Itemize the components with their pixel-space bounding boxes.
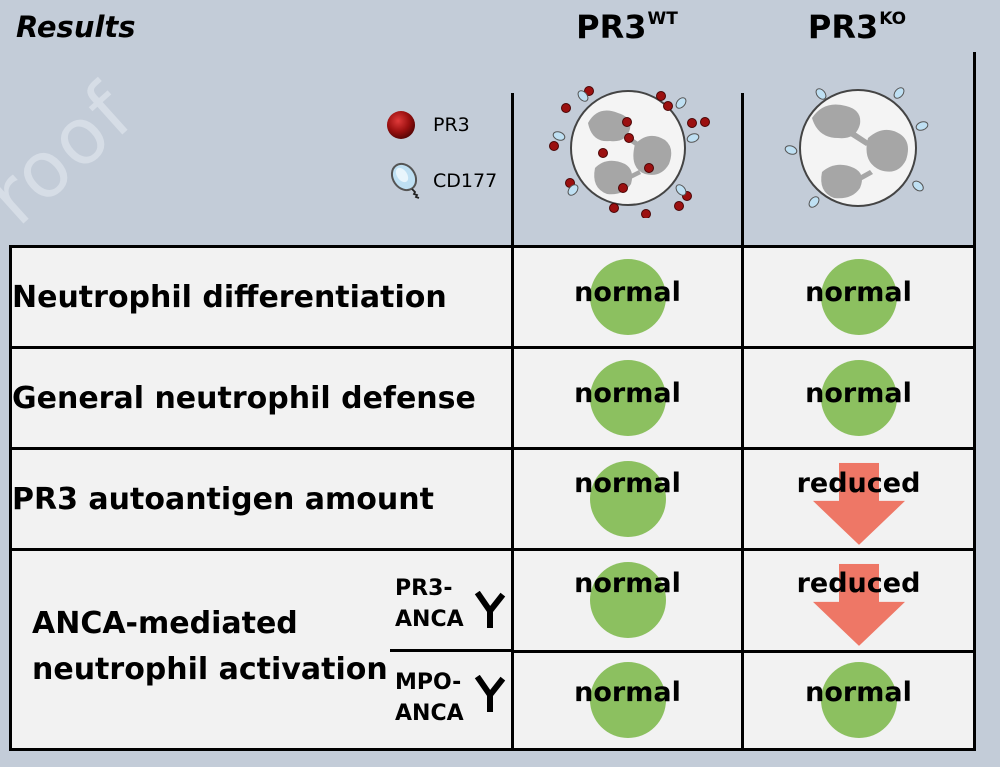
ko-cell: normal [741, 346, 976, 450]
row-label: General neutrophil defense [9, 346, 514, 450]
antibody-icon [474, 591, 506, 628]
row-label: Neutrophil differentiation [9, 245, 514, 349]
divider-line [973, 52, 976, 248]
ko-status: normal [805, 676, 912, 708]
divider-line [741, 93, 744, 248]
normal-indicator [589, 461, 666, 537]
table-row: Neutrophil differentiation normal normal [9, 245, 976, 349]
reduced-arrow-icon [812, 462, 905, 545]
mpo-anca-line1: MPO- [395, 670, 462, 695]
anca-row-label: ANCA-mediated neutrophil activation PR3-… [9, 548, 514, 751]
watermark: roof [0, 67, 151, 243]
normal-indicator [589, 259, 666, 335]
reduced-arrow-icon [812, 564, 905, 647]
table-row: normal normal [11, 649, 976, 752]
normal-indicator [820, 259, 897, 335]
table-row: General neutrophil defense normal normal [9, 346, 976, 450]
normal-indicator [589, 662, 666, 739]
table-row: PR3 autoantigen amount normal reduced [9, 447, 976, 551]
column-header-ko-base: PR3 [807, 8, 879, 46]
pr3-anca-line2: ANCA [395, 607, 464, 632]
mpo-anca-line2: ANCA [395, 701, 464, 726]
wt-cell: normal [511, 245, 744, 349]
normal-indicator [589, 360, 666, 436]
normal-indicator [820, 662, 897, 739]
ko-status: normal [805, 378, 912, 409]
antibody-icon [474, 675, 506, 712]
wt-status: normal [574, 468, 681, 499]
column-header-ko: PR3KO [742, 8, 972, 46]
anca-label-line1: ANCA-mediated [32, 606, 298, 641]
wt-status: normal [574, 277, 681, 308]
wt-cell: normal [511, 346, 744, 450]
ko-status: reduced [796, 568, 921, 599]
table-row: ANCA-mediated neutrophil activation PR3-… [9, 548, 976, 751]
anca-label-line2: neutrophil activation [32, 652, 388, 687]
wt-cell: normal [511, 649, 744, 752]
column-header-wt: PR3WT [512, 8, 742, 46]
wt-status: normal [574, 378, 681, 409]
cd177-legend-label: CD177 [433, 170, 498, 192]
normal-indicator [589, 562, 666, 639]
row-label: PR3 autoantigen amount [9, 447, 514, 551]
ko-cell: normal [741, 245, 976, 349]
column-header-ko-sup: KO [879, 9, 907, 29]
cd177-legend-icon [386, 160, 430, 208]
pr3-anca-line1: PR3- [395, 576, 453, 601]
results-table: Neutrophil differentiation normal normal… [9, 245, 976, 752]
wt-cell: normal [511, 447, 744, 551]
ko-status: normal [805, 277, 912, 308]
ko-cell: reduced [741, 548, 976, 653]
wt-status: normal [574, 568, 681, 599]
normal-indicator [820, 360, 897, 436]
wt-status: normal [574, 676, 681, 708]
column-header-wt-base: PR3 [576, 8, 647, 46]
neutrophil-wt-illustration [543, 78, 713, 222]
column-header-wt-sup: WT [647, 9, 678, 29]
wt-cell: normal [511, 548, 744, 653]
page-title: Results [16, 10, 136, 44]
ko-cell: reduced [741, 447, 976, 551]
divider-line [511, 93, 514, 248]
ko-status: reduced [796, 468, 921, 499]
ko-cell: normal [741, 649, 976, 752]
pr3-legend-icon [384, 108, 418, 146]
pr3-legend-label: PR3 [433, 114, 470, 136]
neutrophil-ko-illustration [782, 82, 942, 218]
sub-divider [390, 649, 514, 652]
